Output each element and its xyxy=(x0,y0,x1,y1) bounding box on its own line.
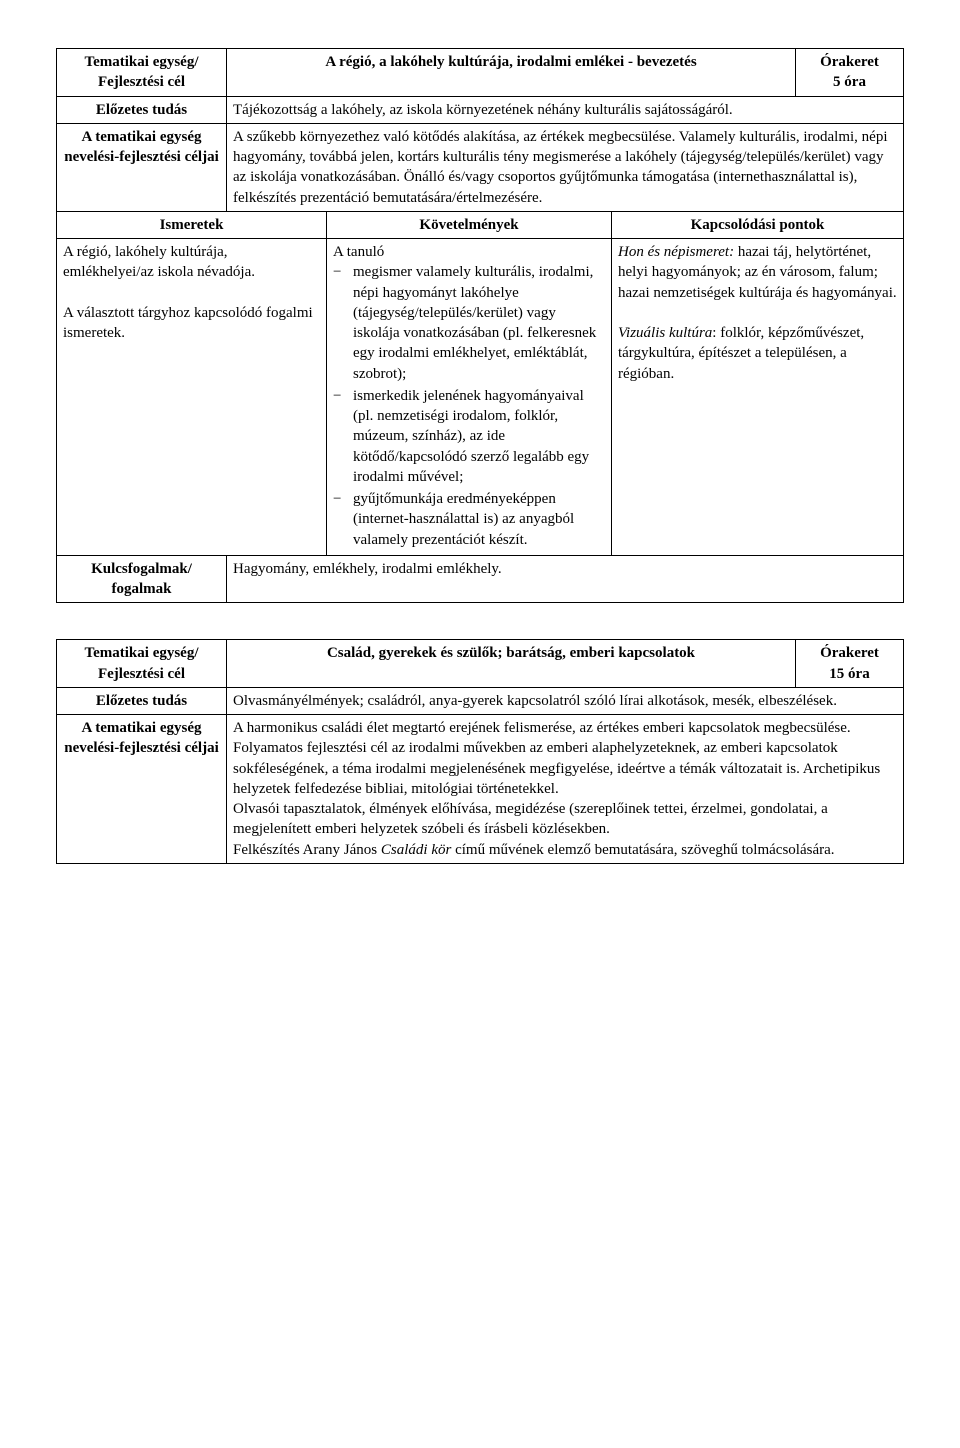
header-mid-cell: A régió, a lakóhely kultúrája, irodalmi … xyxy=(227,49,796,97)
kov-item-3: gyűjtőmunkája eredményeképpen (internet-… xyxy=(333,489,605,550)
celjai-label-cell-2: A tematikai egység nevelési-fejlesztési … xyxy=(57,715,227,864)
kapcsolodas-head-cell: Kapcsolódási pontok xyxy=(611,211,903,238)
orakeret-hours-2: 15 óra xyxy=(829,666,869,682)
header-mid-cell-2: Család, gyerekek és szülők; barátság, em… xyxy=(227,640,796,688)
thematic-unit-table-2: Tematikai egység/ Fejlesztési cél Család… xyxy=(56,639,904,864)
kulcs-label-cell: Kulcsfogalmak/ fogalmak xyxy=(57,555,227,603)
celjai-p2-2: Olvasói tapasztalatok, élmények előhívás… xyxy=(233,801,828,837)
kovetelmenyek-body-cell: A tanuló megismer valamely kulturális, i… xyxy=(327,239,612,556)
kp-heading-2: Vizuális kultúra xyxy=(618,325,712,341)
celjai-p3a-2: Felkészítés Arany János xyxy=(233,842,381,858)
kov-intro: A tanuló xyxy=(333,244,384,260)
ismeretek-p2: A választott tárgyhoz kapcsolódó fogalmi… xyxy=(63,305,313,341)
kovetelmenyek-head-cell: Követelmények xyxy=(327,211,612,238)
kapcsolodas-body-cell: Hon és népismeret: hazai táj, helytörtén… xyxy=(611,239,903,556)
kov-item-2: ismerkedik jelenének hagyományaival (pl.… xyxy=(333,386,605,487)
orakeret-hours: 5 óra xyxy=(833,74,866,90)
kov-item-1: megismer valamely kulturális, irodalmi, … xyxy=(333,262,605,384)
kulcs-text-cell: Hagyomány, emlékhely, irodalmi emlékhely… xyxy=(227,555,904,603)
header-right-cell: Órakeret 5 óra xyxy=(796,49,904,97)
header-right-cell-2: Órakeret 15 óra xyxy=(796,640,904,688)
elozetes-label-cell-2: Előzetes tudás xyxy=(57,687,227,714)
header-left-cell-2: Tematikai egység/ Fejlesztési cél xyxy=(57,640,227,688)
ismeretek-p1: A régió, lakóhely kultúrája, emlékhelyei… xyxy=(63,244,255,280)
kp-heading-1: Hon és népismeret: xyxy=(618,244,734,260)
celjai-text-cell: A szűkebb környezethez való kötődés alak… xyxy=(227,123,904,211)
celjai-p1-2: A harmonikus családi élet megtartó erejé… xyxy=(233,720,880,797)
thematic-unit-table-1: Tematikai egység/ Fejlesztési cél A régi… xyxy=(56,48,904,603)
elozetes-text-cell: Tájékozottság a lakóhely, az iskola körn… xyxy=(227,96,904,123)
header-left-cell: Tematikai egység/ Fejlesztési cél xyxy=(57,49,227,97)
celjai-p3b-2: című művének elemző bemutatására, szöveg… xyxy=(451,842,834,858)
ismeretek-body-cell: A régió, lakóhely kultúrája, emlékhelyei… xyxy=(57,239,327,556)
kov-list: megismer valamely kulturális, irodalmi, … xyxy=(333,262,605,550)
elozetes-text-cell-2: Olvasmányélmények; családról, anya-gyere… xyxy=(227,687,904,714)
orakeret-label: Órakeret xyxy=(820,54,879,70)
elozetes-label-cell: Előzetes tudás xyxy=(57,96,227,123)
celjai-text-cell-2: A harmonikus családi élet megtartó erejé… xyxy=(227,715,904,864)
celjai-label-cell: A tematikai egység nevelési-fejlesztési … xyxy=(57,123,227,211)
orakeret-label-2: Órakeret xyxy=(820,645,879,661)
ismeretek-head-cell: Ismeretek xyxy=(57,211,327,238)
celjai-p3em-2: Családi kör xyxy=(381,842,451,858)
